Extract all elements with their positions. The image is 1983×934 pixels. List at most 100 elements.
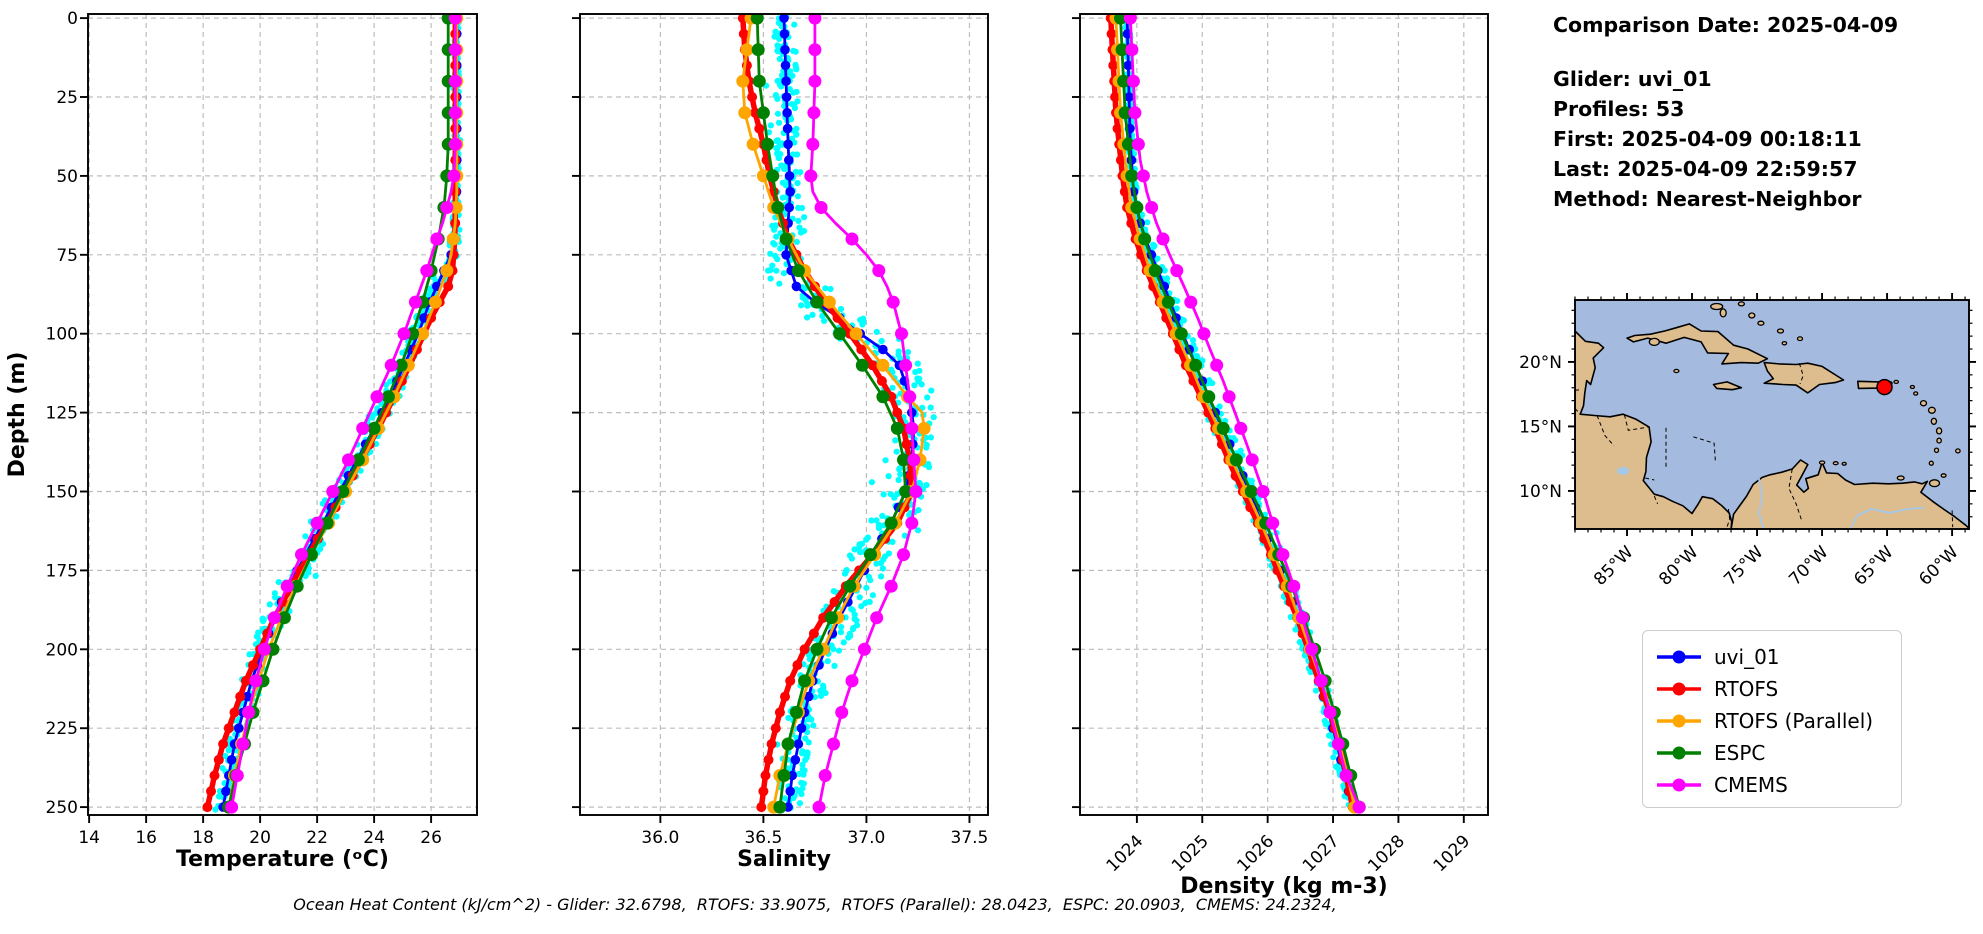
series-marker (909, 485, 923, 498)
series-marker (796, 723, 807, 733)
series-marker (1121, 137, 1135, 151)
series-marker (886, 295, 900, 309)
legend-item-espc: ESPC (1655, 737, 1901, 769)
series-marker (814, 201, 828, 214)
map-frame (1574, 299, 1970, 530)
series-marker (740, 43, 754, 57)
series-marker (351, 453, 365, 467)
legend-label: CMEMS (1714, 773, 1788, 797)
x-tick-label: 24 (363, 828, 385, 848)
map-lon-label: 85°W (1590, 542, 1637, 589)
depth-axis-title: Depth (m) (5, 352, 30, 478)
series-marker (449, 201, 463, 214)
series-marker (1115, 43, 1129, 57)
series-marker (892, 407, 903, 418)
series-marker (213, 754, 224, 765)
series-marker (798, 674, 812, 688)
map-lon-label: 70°W (1785, 542, 1832, 589)
series-marker (1118, 106, 1132, 120)
series-marker (766, 739, 777, 749)
series-marker (1136, 169, 1150, 183)
series-marker (356, 421, 370, 435)
x-tick-label: 14 (78, 828, 100, 848)
depth-tick-label: 125 (46, 404, 78, 424)
x-tick-label: 36.0 (641, 828, 679, 848)
series-marker (845, 674, 859, 688)
series-marker (280, 579, 294, 593)
depth-tick-label: 25 (56, 88, 78, 108)
temperature-axis-title: Temperature (ᵒC) (176, 847, 389, 872)
series-marker (1170, 264, 1184, 278)
series-marker (240, 675, 251, 686)
depth-tick-label: 250 (46, 798, 78, 818)
series-marker (440, 264, 454, 278)
series-marker (756, 169, 770, 183)
series-marker (1156, 232, 1170, 246)
series-marker (236, 737, 250, 751)
series-marker (899, 358, 913, 372)
series-marker (1131, 137, 1145, 151)
series-marker (810, 295, 824, 309)
series-marker (1244, 485, 1258, 498)
x-tick-label: 18 (192, 828, 214, 848)
legend-label: uvi_01 (1714, 645, 1780, 669)
series-marker (738, 28, 749, 39)
series-marker (295, 548, 308, 562)
series-marker (864, 548, 877, 562)
x-tick-label: 1027 (1299, 831, 1344, 876)
salinity-series-ESPC (750, 14, 913, 814)
series-marker (277, 611, 291, 625)
legend-item-cmems: CMEMS (1655, 769, 1901, 801)
series-marker (803, 691, 814, 702)
series-marker (1117, 74, 1131, 88)
series-marker (763, 754, 774, 765)
series-marker (1110, 92, 1121, 102)
series-marker (209, 770, 220, 781)
series-marker (1114, 14, 1127, 25)
series-marker (760, 770, 771, 781)
series-marker (752, 74, 766, 88)
legend: uvi_01 RTOFS RTOFS (Parallel) ESPC CMEMS (1642, 630, 1902, 808)
salinity-panel: 36.0 36.5 37.0 37.5 Salinity (572, 13, 989, 872)
series-marker (370, 390, 384, 404)
series-marker (784, 155, 794, 165)
series-marker (1130, 201, 1144, 214)
series-marker (1125, 169, 1139, 183)
x-tick-label: 1029 (1430, 831, 1475, 876)
series-marker (849, 327, 863, 341)
series-marker (235, 691, 246, 702)
series-marker (448, 137, 462, 151)
legend-marker (1657, 650, 1701, 664)
series-marker (326, 485, 340, 498)
series-marker (747, 92, 758, 102)
depth-tick-label: 150 (46, 483, 78, 503)
profiles-count: Profiles: 53 (1553, 97, 1685, 121)
series-marker (1128, 106, 1142, 120)
series-marker (310, 516, 324, 530)
series-marker (1323, 705, 1337, 719)
series-marker (1138, 232, 1152, 246)
series-marker (242, 691, 253, 702)
series-marker (856, 344, 867, 355)
temperature-panel: 14 16 18 20 22 24 26 Temperature (ᵒC) 0 25 50 75 100… (5, 9, 478, 872)
series-marker (791, 281, 802, 292)
glider-name: Glider: uvi_01 (1553, 67, 1712, 91)
series-marker (784, 171, 795, 181)
series-marker (448, 74, 462, 88)
density-series-CMEMS (1123, 14, 1366, 814)
location-map: 20°N 15°N 10°N 85°W 80°W 75°W 70°W 65°W 60°W (1519, 293, 1976, 590)
series-marker (827, 737, 840, 751)
ohc-caption: Ocean Heat Content (kJ/cm^2) - Glider: 3… (293, 895, 1337, 914)
info-spacer (1553, 40, 1973, 64)
series-marker (833, 327, 847, 341)
x-tick-label: 1024 (1103, 831, 1148, 876)
x-tick-label: 36.5 (744, 828, 782, 848)
series-marker (384, 358, 398, 372)
series-marker (397, 327, 411, 341)
series-marker (818, 769, 832, 782)
info-panel: Comparison Date: 2025-04-09 Glider: uvi_… (1553, 10, 1973, 214)
series-marker (770, 723, 781, 734)
series-marker (807, 106, 821, 120)
temperature-grid (88, 14, 477, 815)
series-marker (221, 786, 231, 797)
